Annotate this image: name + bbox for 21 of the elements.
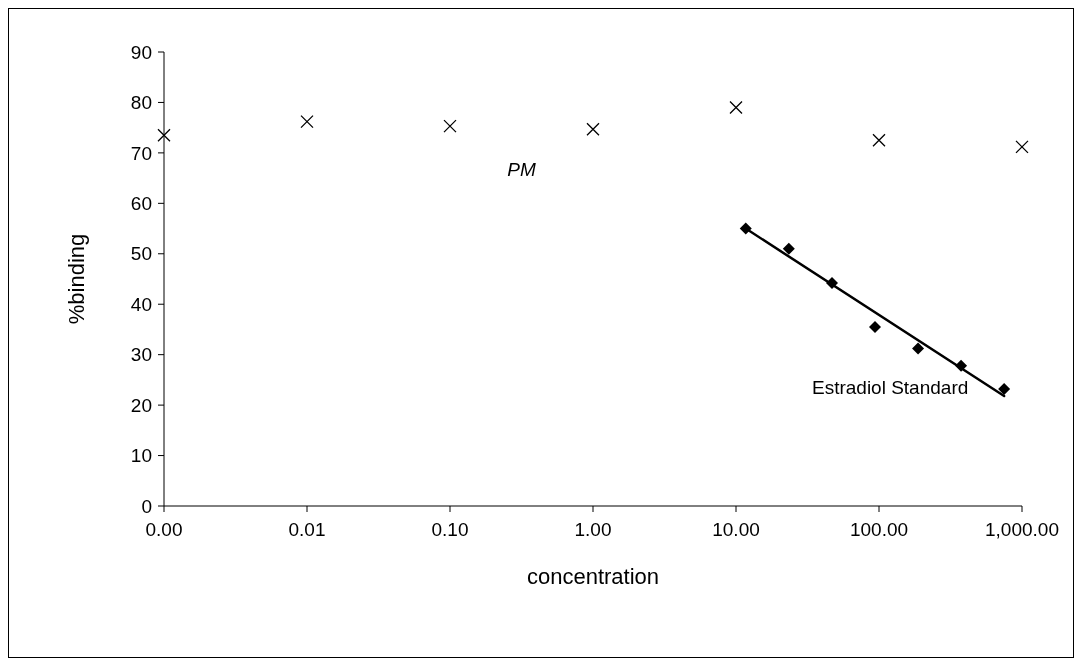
y-tick-label: 0 [141, 495, 152, 517]
x-axis-title: concentration [526, 564, 660, 589]
x-tick-label: 10.00 [712, 519, 760, 540]
y-tick-label: 90 [130, 41, 152, 63]
y-tick-label: 80 [130, 92, 152, 114]
y-tick-label: 40 [130, 293, 152, 315]
y-tick-label: 70 [130, 142, 152, 164]
y-tick-label: 20 [130, 394, 152, 416]
series-label: Estradiol Standard [811, 376, 969, 398]
x-tick-label: 0.10 [431, 519, 469, 540]
y-tick-label: 60 [130, 192, 152, 214]
x-tick-label: 1.00 [574, 519, 612, 540]
y-tick-label: 10 [130, 445, 152, 467]
text: PM [507, 159, 536, 181]
y-tick-label: 30 [130, 344, 152, 366]
x-tick-label: 1,000.00 [985, 519, 1059, 540]
x-tick-label: 100.00 [849, 519, 909, 540]
x-tick-label: 0.00 [145, 519, 183, 540]
x-tick-label: 0.01 [288, 519, 326, 540]
y-tick-label: 50 [130, 243, 152, 265]
y-axis-title: %binding [64, 233, 89, 325]
